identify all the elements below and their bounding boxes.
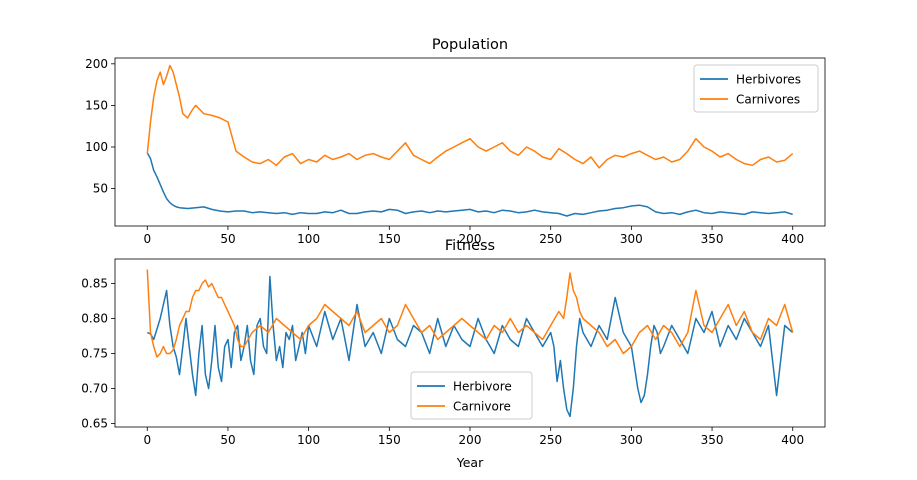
legend-label: Carnivore [453,400,511,414]
x-tick-label: 400 [781,433,804,447]
series-line-herbivores [146,152,793,217]
legend: Herbivores Carnivores [693,64,819,113]
axes-1: 0 50 100 150 200 250 300 350 400 50 100 150 200 Popul… [85,37,826,246]
y-tick-label: 0.75 [81,347,108,361]
legend-label: Carnivores [736,93,800,107]
x-tick-label: 250 [539,232,562,246]
x-tick-label: 250 [539,433,562,447]
x-tick-label: 300 [620,232,643,246]
chart-title: Population [432,37,508,53]
legend-label: Herbivore [453,380,512,394]
x-tick-label: 0 [143,232,151,246]
series-line-carnivore [146,269,794,358]
legend: Herbivore Carnivore [410,371,533,420]
x-tick-label: 50 [220,232,235,246]
x-tick-label: 100 [297,232,320,246]
x-tick-label: 200 [459,433,482,447]
x-tick-label: 350 [701,232,724,246]
x-tick-label: 150 [378,232,401,246]
series-line-herbivore [146,275,794,418]
series-line-carnivores [146,64,794,169]
chart-title: Fitness [445,238,495,254]
x-tick-label: 300 [620,433,643,447]
x-tick-label: 0 [143,433,151,447]
y-tick-label: 50 [93,182,108,196]
x-tick-label: 400 [781,232,804,246]
y-tick-label: 100 [85,140,108,154]
y-tick-label: 0.65 [81,417,108,431]
y-tick-label: 0.85 [81,277,108,291]
y-tick-label: 150 [85,98,108,112]
x-tick-label: 350 [701,433,724,447]
x-tick-label: 50 [220,433,235,447]
legend-label: Herbivores [736,73,801,87]
axes-2: 0 50 100 150 200 250 300 350 400 0.65 0.70 0.75 0.80… [81,238,826,470]
x-tick-label: 100 [297,433,320,447]
legend-frame [410,371,533,420]
legend-frame [693,64,819,113]
y-tick-label: 0.70 [81,382,108,396]
x-tick-label: 150 [378,433,401,447]
x-axis-label: Year [456,455,484,470]
x-tick-label: 200 [459,232,482,246]
y-tick-label: 200 [85,57,108,71]
y-tick-label: 0.80 [81,312,108,326]
